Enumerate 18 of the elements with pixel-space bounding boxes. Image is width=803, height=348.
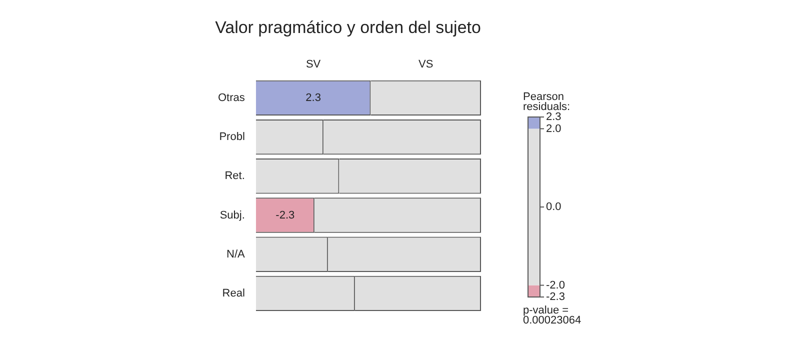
series-label: VS <box>418 58 434 70</box>
color-bar-label: -2.0 <box>546 279 565 292</box>
color-bar-label: 2.3 <box>546 111 562 124</box>
y-tick-label: Real <box>222 287 245 300</box>
y-tick-label: Subj. <box>220 209 245 222</box>
y-tick-label: Otras <box>218 92 246 104</box>
text: p-value = 0.00023064 <box>523 304 582 327</box>
color-bar-label: 2.0 <box>546 122 562 135</box>
chart-title: Valor pragmático y orden del sujeto <box>215 18 481 37</box>
y-tick-label: Probl <box>219 131 245 144</box>
annotation: -2.3 <box>276 209 295 222</box>
y-tick-label: N/A <box>226 248 246 260</box>
color-bar-title: Pearson residuals: <box>523 91 570 113</box>
color-bar-label: -2.3 <box>546 291 565 304</box>
color-bar-label: 0.0 <box>546 201 562 214</box>
y-tick-label: Ret. <box>224 170 245 182</box>
series-label: SV <box>306 58 322 70</box>
annotation: 2.3 <box>306 92 321 104</box>
